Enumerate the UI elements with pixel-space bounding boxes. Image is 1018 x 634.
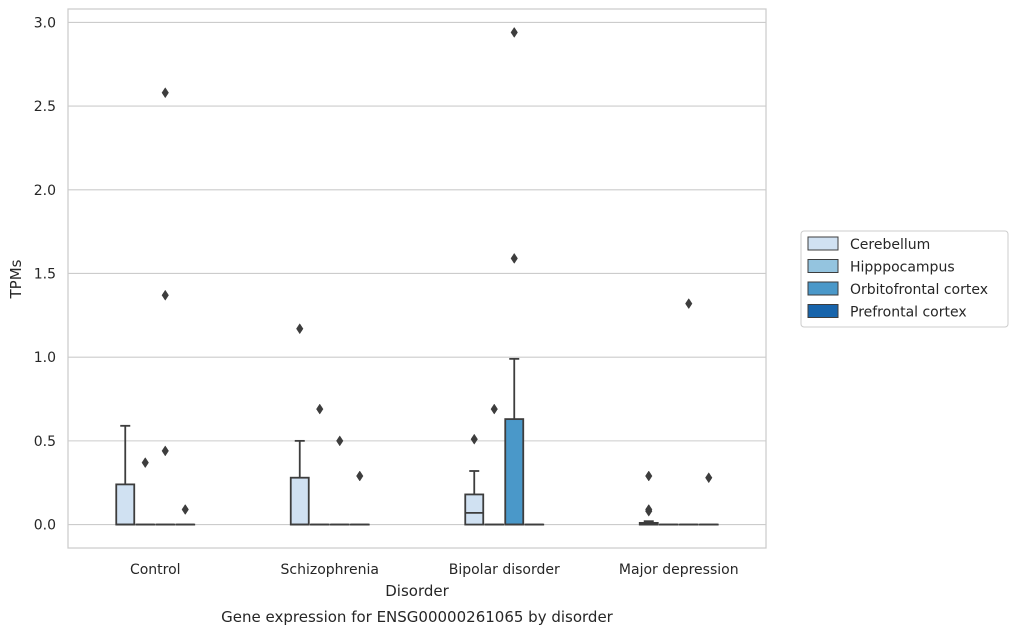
legend-frame xyxy=(800,230,1009,328)
outlier-point xyxy=(181,504,189,515)
y-tick-label: 1.5 xyxy=(34,266,56,282)
outlier-point xyxy=(685,298,693,310)
outlier-point xyxy=(470,433,478,445)
chart-caption: Gene expression for ENSG00000261065 by d… xyxy=(221,608,614,626)
box-2-1 xyxy=(329,435,350,526)
box-iqr xyxy=(115,483,136,526)
box-1-1 xyxy=(309,403,330,526)
legend-swatch xyxy=(807,304,839,318)
y-axis-ticks: 0.0 0.5 1.0 1.5 2.0 2.5 3.0 xyxy=(34,15,56,533)
outlier-point xyxy=(296,323,304,335)
box-iqr xyxy=(289,476,310,526)
box-0-0 xyxy=(115,424,136,526)
plot-area-frame xyxy=(67,8,767,549)
outlier-point xyxy=(510,252,518,264)
outlier-point xyxy=(510,26,518,38)
box-3-0 xyxy=(175,504,196,526)
outlier-point xyxy=(161,445,169,457)
x-tick-label: Schizophrenia xyxy=(281,562,379,578)
box-2-3 xyxy=(678,298,699,526)
box-iqr xyxy=(464,493,485,526)
x-axis-ticks: Control Schizophrenia Bipolar disorder Majo… xyxy=(130,562,739,578)
legend-label: Cerebellum xyxy=(850,237,930,253)
box-1-0 xyxy=(135,457,156,526)
y-tick-label: 3.0 xyxy=(34,15,56,31)
x-tick-label: Bipolar disorder xyxy=(449,562,560,578)
legend-label: Prefrontal cortex xyxy=(850,305,967,321)
grid-lines xyxy=(68,21,766,526)
outlier-point xyxy=(161,87,169,99)
box-1-2 xyxy=(484,403,505,526)
x-axis-label: Disorder xyxy=(385,582,449,600)
outlier-point xyxy=(705,472,713,484)
y-tick-label: 0.5 xyxy=(34,434,56,450)
outlier-point xyxy=(645,504,653,515)
legend-swatch xyxy=(807,236,839,251)
box-3-1 xyxy=(349,470,370,526)
y-axis-label: TPMs xyxy=(7,259,25,299)
y-tick-label: 2.0 xyxy=(34,183,56,199)
outlier-point xyxy=(645,470,653,482)
legend-swatch xyxy=(807,259,839,273)
outlier-point xyxy=(356,470,364,482)
x-tick-label: Control xyxy=(130,562,181,578)
y-tick-label: 1.0 xyxy=(34,350,56,366)
box-plots xyxy=(115,26,719,526)
box-0-3 xyxy=(638,470,659,526)
outlier-point xyxy=(336,435,344,447)
box-2-2 xyxy=(504,26,525,526)
box-0-2 xyxy=(464,433,485,526)
box-3-3 xyxy=(698,472,719,526)
outlier-point xyxy=(490,403,498,415)
outlier-point xyxy=(316,403,324,415)
legend: Cerebellum Hipppocampus Orbitofrontal cort… xyxy=(800,230,1009,328)
legend-label: Hipppocampus xyxy=(850,260,955,276)
box-2-0 xyxy=(155,87,176,526)
outlier-point xyxy=(141,457,149,469)
legend-label: Orbitofrontal cortex xyxy=(850,282,988,298)
box-0-1 xyxy=(289,323,310,526)
outlier-point xyxy=(161,289,169,301)
box-iqr xyxy=(504,418,525,526)
legend-swatch xyxy=(807,281,839,296)
y-tick-label: 0.0 xyxy=(34,518,56,534)
y-tick-label: 2.5 xyxy=(34,99,56,115)
x-tick-label: Major depression xyxy=(619,562,739,578)
